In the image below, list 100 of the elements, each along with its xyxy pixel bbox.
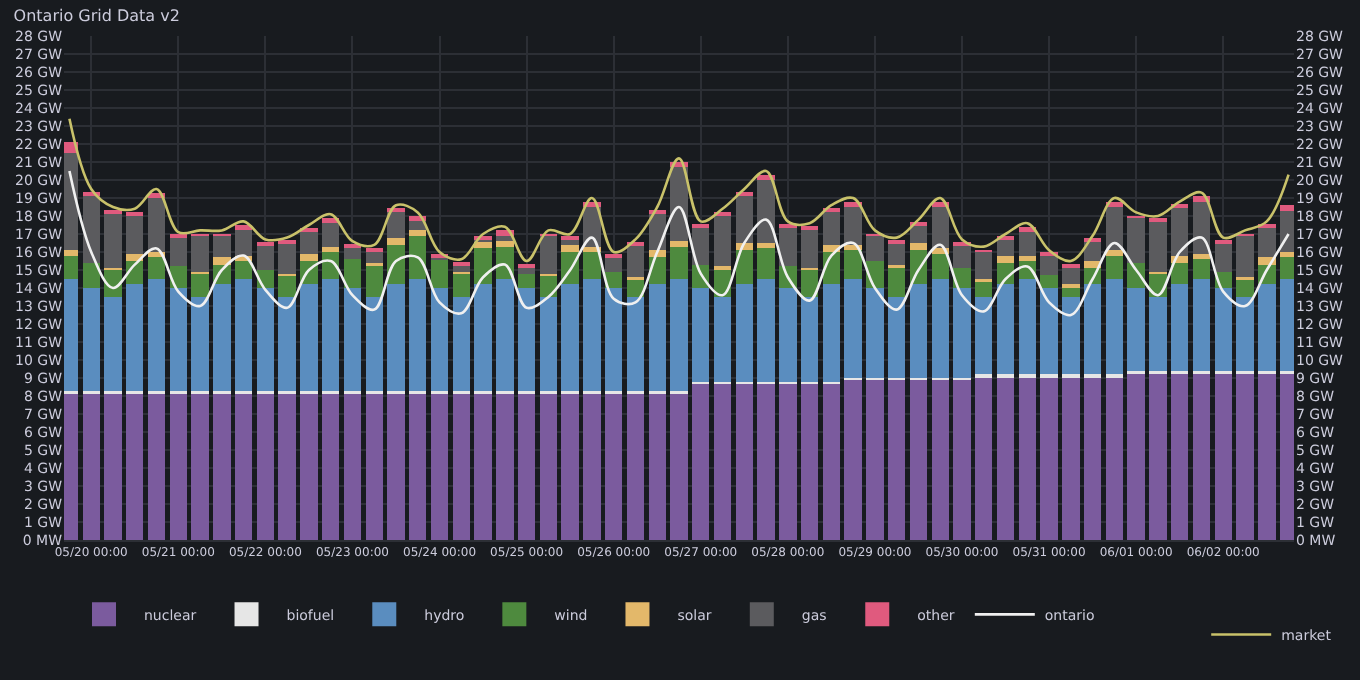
bar	[169, 288, 187, 391]
bar	[779, 383, 797, 540]
bar	[1258, 226, 1276, 258]
bar	[1214, 288, 1232, 371]
bar	[561, 284, 579, 391]
bar	[626, 244, 645, 278]
bar	[64, 279, 79, 391]
bar	[844, 207, 862, 245]
bar	[64, 255, 79, 279]
bar	[1018, 279, 1037, 375]
bar	[104, 297, 122, 391]
bar	[648, 284, 666, 391]
bar	[1127, 372, 1145, 540]
bar	[1279, 210, 1294, 252]
bar	[539, 235, 558, 274]
bar	[409, 279, 427, 391]
bar	[147, 392, 166, 540]
bar	[191, 392, 209, 540]
bar	[713, 297, 732, 382]
bar	[1083, 376, 1102, 540]
bar	[452, 297, 470, 391]
bar	[996, 239, 1015, 256]
bar	[1192, 259, 1211, 279]
bar	[909, 243, 928, 251]
bar	[234, 261, 253, 279]
bar	[1040, 275, 1058, 288]
bar	[321, 392, 340, 540]
bar	[866, 288, 884, 378]
bar	[822, 383, 841, 540]
bar	[321, 223, 340, 247]
bar	[1040, 255, 1058, 276]
bar	[278, 297, 296, 391]
bar	[953, 244, 971, 269]
bar	[169, 237, 187, 267]
bar	[888, 379, 906, 540]
bar	[779, 288, 797, 382]
bar	[1040, 288, 1058, 375]
bar	[909, 379, 928, 540]
bar	[844, 250, 862, 279]
bar	[735, 284, 754, 382]
bar	[539, 392, 558, 540]
bar	[779, 226, 797, 267]
bar	[692, 383, 710, 540]
bar	[909, 225, 928, 243]
bar	[539, 297, 558, 391]
bar	[1171, 284, 1189, 371]
bar	[343, 288, 362, 391]
bar	[64, 250, 79, 256]
bar	[496, 279, 514, 391]
bar	[1192, 279, 1211, 371]
bar	[953, 288, 971, 378]
bar	[1192, 372, 1211, 540]
bar	[104, 392, 122, 540]
bar	[126, 214, 144, 254]
bar	[1062, 297, 1080, 375]
bar	[757, 180, 775, 243]
bar	[430, 259, 449, 288]
bar	[365, 297, 383, 391]
bar	[387, 210, 405, 238]
bar	[996, 376, 1015, 540]
bar	[126, 392, 144, 540]
bar	[583, 392, 601, 540]
bar	[517, 288, 536, 391]
line-series	[68, 169, 1290, 317]
line-series	[68, 117, 1290, 263]
bar	[670, 392, 688, 540]
bar	[1171, 372, 1189, 540]
bar	[1062, 376, 1080, 540]
bar	[648, 392, 666, 540]
bar	[1236, 279, 1254, 297]
bar	[757, 383, 775, 540]
bar	[692, 288, 710, 382]
bar	[604, 392, 623, 540]
bar	[713, 383, 732, 540]
bar	[561, 239, 579, 245]
bar	[517, 392, 536, 540]
bar	[256, 288, 275, 391]
bar	[300, 230, 318, 254]
bar	[735, 383, 754, 540]
bar	[909, 284, 928, 378]
bar	[1018, 255, 1037, 261]
bar	[561, 392, 579, 540]
bar	[409, 392, 427, 540]
bar	[278, 275, 296, 297]
bar	[975, 280, 993, 297]
bar	[191, 235, 209, 272]
bar	[1214, 243, 1232, 272]
bar	[213, 284, 231, 391]
bar	[583, 279, 601, 391]
bar	[278, 392, 296, 540]
bar	[670, 279, 688, 391]
bar	[387, 392, 405, 540]
bar	[300, 284, 318, 391]
bar	[757, 243, 775, 249]
bar	[387, 284, 405, 391]
bar	[343, 259, 362, 288]
bar	[365, 392, 383, 540]
bar	[1127, 217, 1145, 263]
bar	[844, 279, 862, 378]
bar	[387, 237, 405, 245]
